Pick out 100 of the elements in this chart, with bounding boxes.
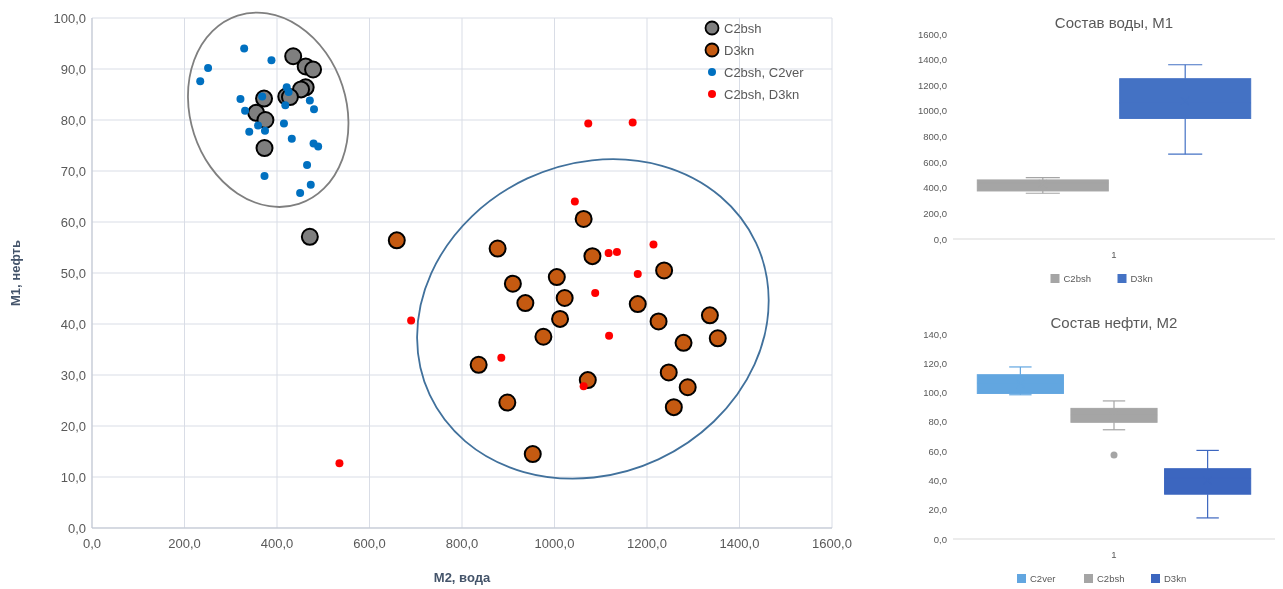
y-tick-label: 0,0 [67,520,86,536]
point [245,127,254,136]
point [254,121,263,130]
point [551,309,570,328]
point [497,353,506,362]
point [260,172,269,181]
point [236,95,245,104]
y-tick-label: 80,0 [60,112,86,128]
legend-label: C2bsh, C2ver [724,65,805,80]
point [241,106,250,115]
point [503,274,522,293]
x-tick-label: 1 [1111,549,1117,560]
point [303,160,312,169]
point [287,134,296,143]
point [574,209,593,228]
x-tick-label: 1400,0 [719,536,760,551]
legend-label: C2ver [1030,573,1056,584]
y-tick-label: 800,0 [923,131,947,142]
legend-label: D3kn [1164,573,1187,584]
chart-title: Состав воды, М1 [1054,14,1174,31]
y-tick-label: 90,0 [60,61,86,77]
y-tick-label: 100,0 [53,10,86,26]
y-tick-label: 1000,0 [917,105,947,117]
legend-label: C2bsh [1097,573,1125,584]
point [314,142,323,151]
x-tick-label: 200,0 [168,536,201,551]
point [498,393,517,412]
point [255,139,274,158]
legend-label: D3kn [1130,273,1153,284]
point [300,227,319,246]
point [204,63,213,72]
point [604,249,613,258]
y-tick-label: 80,0 [928,416,947,428]
point [407,316,416,325]
point [284,87,293,96]
point [659,363,678,382]
point [708,329,727,348]
legend-label: D3kn [724,43,755,58]
point [579,382,588,391]
x-axis-title: M2, вода [433,570,491,585]
x-tick-label: 600,0 [353,536,386,551]
point [516,294,535,313]
y-tick-label: 60,0 [60,214,86,230]
y-tick-label: 400,0 [923,182,947,194]
point [649,240,658,249]
y-tick-label: 1200,0 [917,79,947,91]
point [649,312,668,331]
point [555,288,574,307]
point [655,261,674,280]
y-tick-label: 40,0 [928,474,947,486]
y-tick-label: 1400,0 [917,54,947,66]
y-tick-label: 120,0 [923,357,947,369]
x-tick-label: 400,0 [260,536,294,551]
y-tick-label: 20,0 [60,418,86,434]
point [304,60,323,79]
x-tick-label: 1000,0 [534,536,575,551]
x-tick-label: 1200,0 [627,536,667,551]
point [570,197,579,206]
y-tick-label: 0,0 [933,233,947,245]
y-tick-label: 140,0 [923,328,947,340]
point [591,288,600,297]
point [700,306,719,325]
point [306,180,315,189]
point [240,44,249,53]
legend-label: C2bsh [724,21,762,36]
point [612,248,621,257]
x-tick-label: 800,0 [445,536,479,551]
y-tick-label: 70,0 [60,163,86,179]
legend-label: C2bsh [1063,273,1091,284]
y-tick-label: 200,0 [923,207,947,219]
point [296,188,305,197]
y-axis-title: M1, нефть [8,240,23,306]
x-tick-label: 1 [1111,249,1117,260]
legend-label: C2bsh, D3kn [724,87,800,102]
point [488,239,507,258]
point [310,105,318,114]
point [534,327,553,346]
y-tick-label: 1600,0 [917,28,947,40]
point [305,96,314,105]
point [260,126,269,135]
y-tick-label: 30,0 [60,367,86,383]
y-tick-label: 50,0 [60,265,86,281]
point [196,77,205,86]
point [267,56,276,65]
point [583,247,602,266]
point [469,355,488,374]
point [284,47,303,66]
point [387,231,406,250]
x-tick-label: 1600,0 [812,536,852,551]
y-tick-label: 600,0 [923,156,947,168]
point [335,459,344,468]
point [664,398,683,417]
point [633,270,642,279]
point [584,119,593,128]
point [678,378,697,397]
point [605,331,614,340]
point [547,268,566,287]
x-tick-label: 0,0 [82,536,102,551]
y-tick-label: 60,0 [928,445,947,457]
point [674,333,693,352]
